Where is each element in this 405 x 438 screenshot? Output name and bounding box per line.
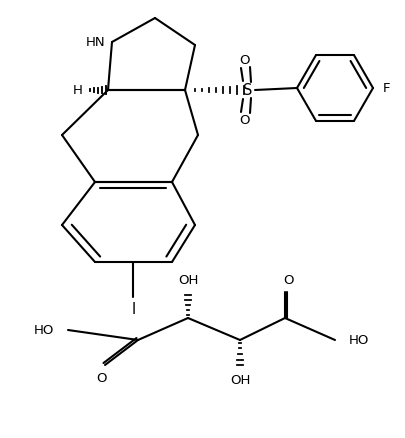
Text: S: S	[243, 82, 252, 98]
Text: O: O	[283, 273, 294, 286]
Text: H: H	[73, 84, 83, 96]
Text: I: I	[131, 301, 135, 317]
Text: HO: HO	[34, 324, 54, 336]
Text: OH: OH	[177, 273, 198, 286]
Text: HO: HO	[348, 333, 369, 346]
Text: OH: OH	[229, 374, 249, 386]
Text: F: F	[382, 81, 390, 95]
Text: O: O	[239, 53, 249, 67]
Text: HN: HN	[86, 35, 106, 49]
Text: O: O	[239, 113, 249, 127]
Text: O: O	[96, 371, 107, 385]
